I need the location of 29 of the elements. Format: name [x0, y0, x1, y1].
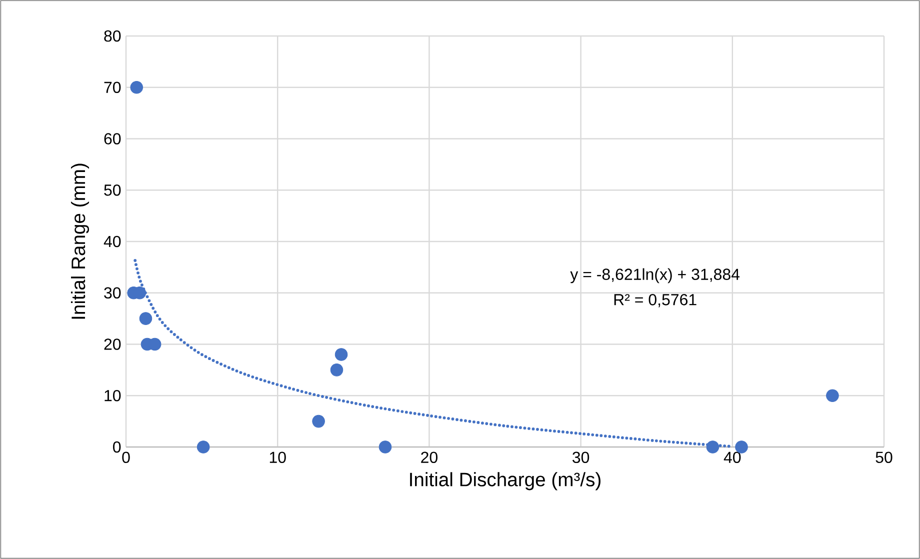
x-tick-label: 30 — [572, 452, 590, 464]
y-tick-label: 50 — [104, 184, 121, 196]
y-tick-label: 0 — [113, 441, 121, 453]
x-tick-label: 50 — [876, 452, 892, 464]
y-tick-label: 70 — [104, 82, 121, 94]
point — [826, 389, 839, 402]
annotation: R² = 0,5761 — [614, 294, 696, 308]
point — [196, 440, 210, 454]
y-tick-label: 20 — [104, 338, 121, 350]
x-tick-label: 40 — [724, 452, 741, 464]
point — [378, 440, 392, 454]
y-tick-label: 30 — [104, 287, 121, 299]
y-tick-label: 10 — [104, 390, 121, 402]
point — [334, 348, 348, 361]
y-tick-label: 60 — [104, 133, 121, 144]
y-tick-label: 80 — [104, 30, 121, 42]
y-axis-title: Initial Range (mm) — [70, 164, 90, 319]
x-axis-title: Initial Discharge (m³/s) — [410, 472, 600, 490]
point — [130, 80, 144, 94]
point — [706, 440, 720, 454]
x-tick-label: 0 — [122, 452, 130, 464]
point — [735, 440, 748, 454]
annotation: y = -8,621ln(x) + 31,884 — [570, 268, 740, 284]
point — [330, 364, 344, 376]
x-tick-label: 10 — [270, 452, 286, 464]
point — [312, 414, 325, 428]
point — [139, 312, 152, 325]
y-tick-label: 40 — [104, 236, 121, 248]
x-tick-label: 20 — [421, 452, 438, 464]
